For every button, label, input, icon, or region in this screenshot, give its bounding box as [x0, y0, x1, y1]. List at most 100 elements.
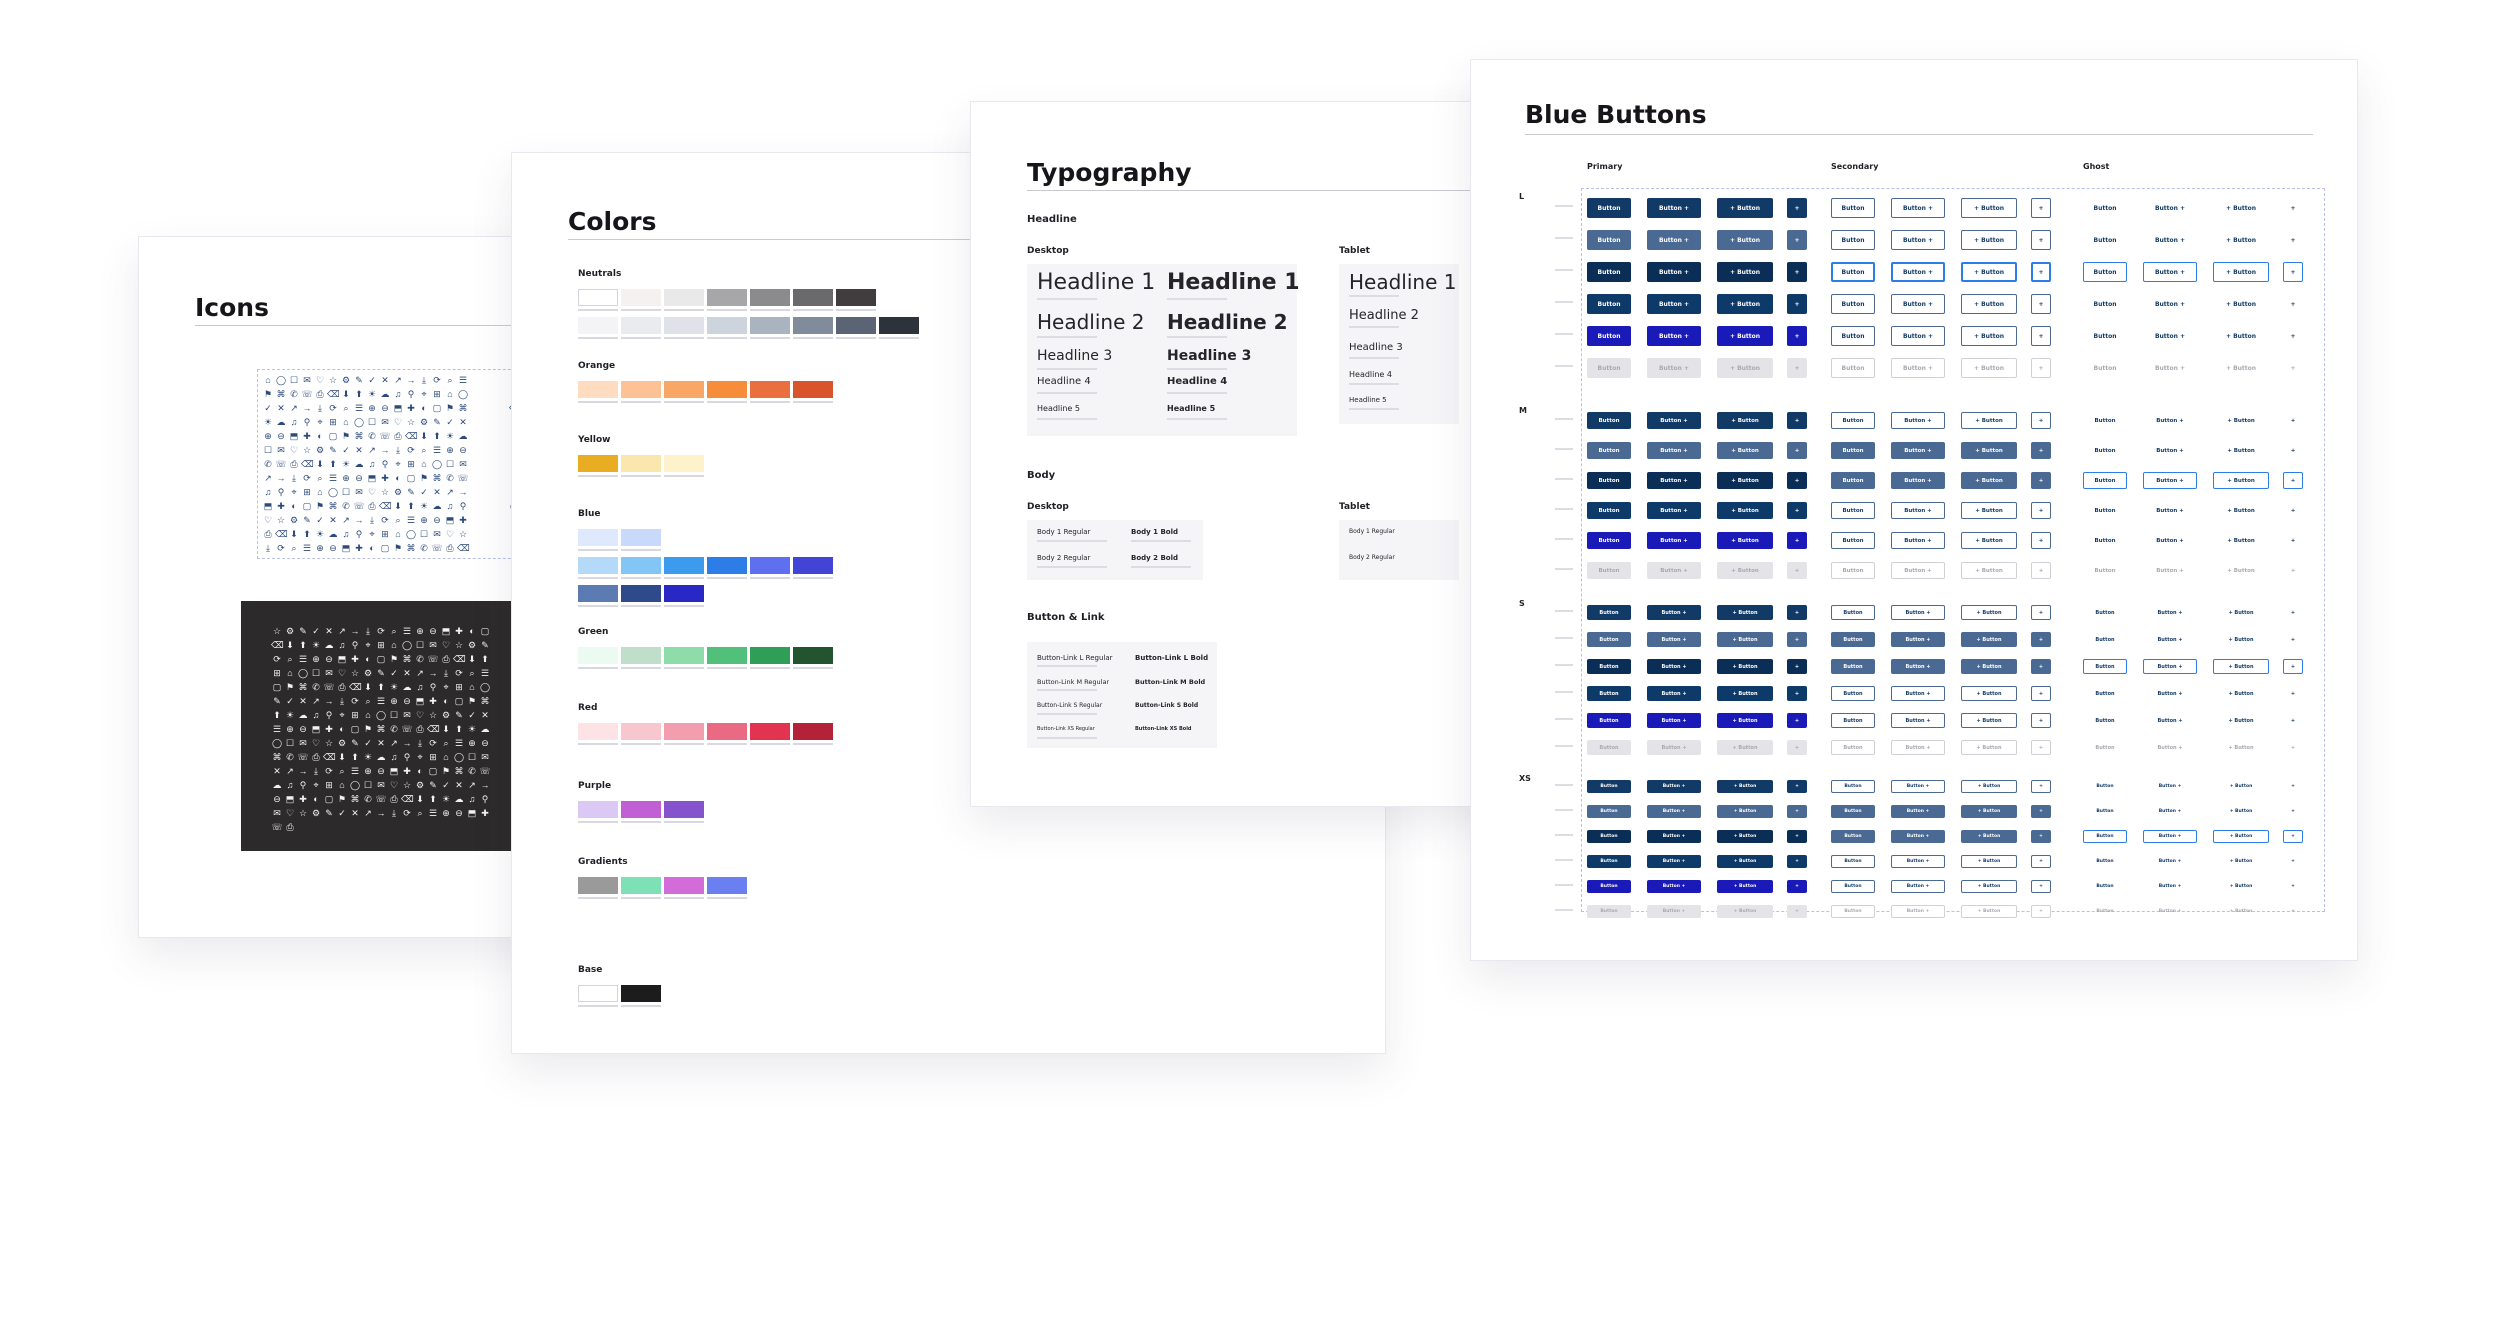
button-sample[interactable]: + Button — [2213, 830, 2269, 843]
button-sample[interactable]: + Button — [2213, 262, 2269, 282]
button-sample[interactable]: Button + — [2154, 364, 2186, 372]
button-sample[interactable]: Button + — [1647, 686, 1701, 701]
button-sample[interactable]: + Button — [2229, 859, 2253, 864]
button-sample[interactable]: Button — [2094, 447, 2116, 454]
button-sample[interactable]: + Button — [1717, 880, 1773, 893]
button-sample[interactable]: Button — [1587, 358, 1631, 378]
button-sample[interactable]: Button + — [1647, 532, 1701, 549]
button-sample[interactable]: + Button — [2228, 636, 2254, 643]
button-sample[interactable]: + Button — [2228, 609, 2254, 616]
button-sample[interactable]: Button — [1831, 262, 1875, 282]
button-sample[interactable]: Button + — [2154, 204, 2186, 212]
button-sample[interactable]: + Button — [1961, 659, 2017, 674]
button-sample[interactable]: + — [1787, 740, 1807, 755]
button-sample[interactable]: Button + — [2143, 472, 2197, 489]
button-sample[interactable]: + Button — [2228, 744, 2254, 751]
button-sample[interactable]: + — [2031, 326, 2051, 346]
button-sample[interactable]: + Button — [1717, 502, 1773, 519]
button-sample[interactable]: Button + — [1647, 326, 1701, 346]
button-sample[interactable]: Button — [2094, 507, 2116, 514]
button-sample[interactable]: Button — [1587, 412, 1631, 429]
button-sample[interactable]: + Button — [1717, 905, 1773, 918]
button-sample[interactable]: Button + — [1647, 605, 1701, 620]
button-sample[interactable]: Button + — [1891, 198, 1945, 218]
button-sample[interactable]: + — [2031, 230, 2051, 250]
button-sample[interactable]: + — [2031, 472, 2051, 489]
button-sample[interactable]: + Button — [1961, 632, 2017, 647]
button-sample[interactable]: Button + — [1647, 830, 1701, 843]
button-sample[interactable]: Button + — [1647, 713, 1701, 728]
button-sample[interactable]: + — [2031, 532, 2051, 549]
button-sample[interactable]: + Button — [1961, 740, 2017, 755]
button-sample[interactable]: + — [2283, 472, 2303, 489]
button-sample[interactable]: + Button — [1717, 412, 1773, 429]
button-sample[interactable]: + — [1787, 830, 1807, 843]
button-sample[interactable]: Button — [1831, 740, 1875, 755]
button-sample[interactable]: Button + — [2143, 830, 2197, 843]
button-sample[interactable]: + — [1787, 805, 1807, 818]
button-sample[interactable]: + — [2031, 880, 2051, 893]
button-sample[interactable]: + — [2291, 809, 2295, 814]
button-sample[interactable]: Button + — [1647, 198, 1701, 218]
button-sample[interactable]: Button + — [2156, 447, 2184, 454]
button-sample[interactable]: + Button — [1717, 230, 1773, 250]
button-sample[interactable]: + — [2290, 717, 2296, 724]
button-sample[interactable]: Button + — [1647, 294, 1701, 314]
button-sample[interactable]: Button — [2083, 262, 2127, 282]
button-sample[interactable]: Button — [1587, 905, 1631, 918]
button-sample[interactable]: Button — [2096, 784, 2114, 789]
button-sample[interactable]: + Button — [1961, 294, 2017, 314]
button-sample[interactable]: + Button — [2229, 884, 2253, 889]
button-sample[interactable]: Button + — [1891, 855, 1945, 868]
button-sample[interactable]: Button — [2094, 417, 2116, 424]
button-sample[interactable]: Button + — [1891, 659, 1945, 674]
button-sample[interactable]: + — [1787, 905, 1807, 918]
button-sample[interactable]: + Button — [1717, 659, 1773, 674]
button-sample[interactable]: Button + — [2156, 567, 2184, 574]
button-sample[interactable]: + — [2031, 358, 2051, 378]
button-sample[interactable]: Button + — [1891, 412, 1945, 429]
button-sample[interactable]: + Button — [1961, 780, 2017, 793]
button-sample[interactable]: + Button — [1717, 830, 1773, 843]
button-sample[interactable]: Button + — [1891, 830, 1945, 843]
button-sample[interactable]: + Button — [1961, 198, 2017, 218]
button-sample[interactable]: + Button — [1961, 562, 2017, 579]
button-sample[interactable]: Button — [1587, 502, 1631, 519]
button-sample[interactable]: + — [2031, 502, 2051, 519]
button-sample[interactable]: + Button — [1717, 805, 1773, 818]
button-sample[interactable]: + — [2031, 830, 2051, 843]
button-sample[interactable]: Button + — [2157, 690, 2183, 697]
button-sample[interactable]: + Button — [1717, 198, 1773, 218]
button-sample[interactable]: Button — [1831, 358, 1875, 378]
button-sample[interactable]: + Button — [1717, 686, 1773, 701]
button-sample[interactable]: Button + — [2143, 659, 2197, 674]
button-sample[interactable]: Button + — [1891, 326, 1945, 346]
button-sample[interactable]: Button + — [1647, 805, 1701, 818]
button-sample[interactable]: + — [1787, 326, 1807, 346]
button-sample[interactable]: + Button — [1961, 412, 2017, 429]
button-sample[interactable]: + Button — [1961, 855, 2017, 868]
button-sample[interactable]: + Button — [1961, 605, 2017, 620]
button-sample[interactable]: + — [1787, 412, 1807, 429]
button-sample[interactable]: Button + — [2156, 537, 2184, 544]
button-sample[interactable]: + Button — [1717, 442, 1773, 459]
button-sample[interactable]: + Button — [1717, 532, 1773, 549]
button-sample[interactable]: + — [1787, 855, 1807, 868]
button-sample[interactable]: + — [2031, 740, 2051, 755]
button-sample[interactable]: Button + — [2158, 909, 2182, 914]
button-sample[interactable]: + Button — [2225, 332, 2257, 340]
button-sample[interactable]: + Button — [2227, 537, 2255, 544]
button-sample[interactable]: Button + — [2158, 859, 2182, 864]
button-sample[interactable]: Button — [1587, 605, 1631, 620]
button-sample[interactable]: + — [1787, 880, 1807, 893]
button-sample[interactable]: Button + — [1891, 605, 1945, 620]
button-sample[interactable]: Button — [2096, 809, 2114, 814]
button-sample[interactable]: Button — [2094, 537, 2116, 544]
button-sample[interactable]: + Button — [2227, 417, 2255, 424]
button-sample[interactable]: Button + — [1647, 632, 1701, 647]
button-sample[interactable]: + Button — [1717, 740, 1773, 755]
button-sample[interactable]: + — [2283, 262, 2303, 282]
button-sample[interactable]: + Button — [1961, 686, 2017, 701]
button-sample[interactable]: Button + — [2158, 884, 2182, 889]
button-sample[interactable]: + — [2291, 884, 2295, 889]
